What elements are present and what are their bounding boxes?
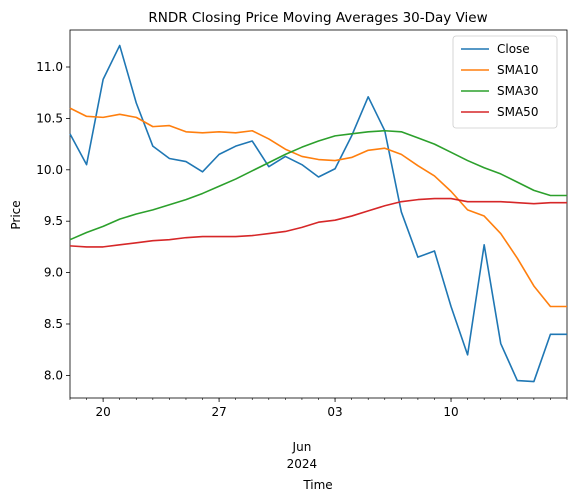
legend-label-sma10: SMA10 (497, 63, 538, 77)
x-tick-label: 03 (327, 405, 342, 419)
y-tick-label: 10.0 (36, 163, 63, 177)
y-tick-label: 11.0 (36, 60, 63, 74)
y-tick-label: 10.5 (36, 111, 63, 125)
legend: Close SMA10 SMA30 SMA50 (452, 35, 558, 129)
x-tick-label: 10 (443, 405, 458, 419)
x-year-label: 2024 (287, 457, 318, 471)
x-tick-label: 27 (211, 405, 226, 419)
plot-area: 20 27 03 10 Jun 2024 8.0 8.5 9.0 9.5 10.0 10.5 11.0… (36, 29, 568, 471)
x-tick-label: 20 (95, 405, 110, 419)
series-line-sma30 (69, 129, 567, 241)
y-axis-ticks: 8.0 8.5 9.0 9.5 10.0 10.5 11.0 (36, 60, 70, 382)
x-month-label: Jun (292, 440, 312, 454)
series-layer (69, 44, 567, 383)
y-axis-label: Price (9, 200, 23, 229)
y-tick-label: 8.5 (44, 317, 63, 331)
x-axis-label: Time (302, 478, 332, 492)
series-line-sma50 (69, 197, 567, 248)
legend-label-sma50: SMA50 (497, 105, 538, 119)
chart-title: RNDR Closing Price Moving Averages 30-Da… (148, 10, 487, 26)
y-tick-label: 8.0 (44, 368, 63, 382)
series-line-sma10 (69, 107, 567, 308)
legend-box (452, 35, 558, 129)
legend-label-close: Close (497, 42, 530, 56)
legend-label-sma30: SMA30 (497, 84, 538, 98)
x-axis-ticks: 20 27 03 10 Jun 2024 (69, 398, 568, 471)
series-line-close (69, 44, 567, 383)
y-tick-label: 9.0 (44, 266, 63, 280)
y-tick-label: 9.5 (44, 214, 63, 228)
